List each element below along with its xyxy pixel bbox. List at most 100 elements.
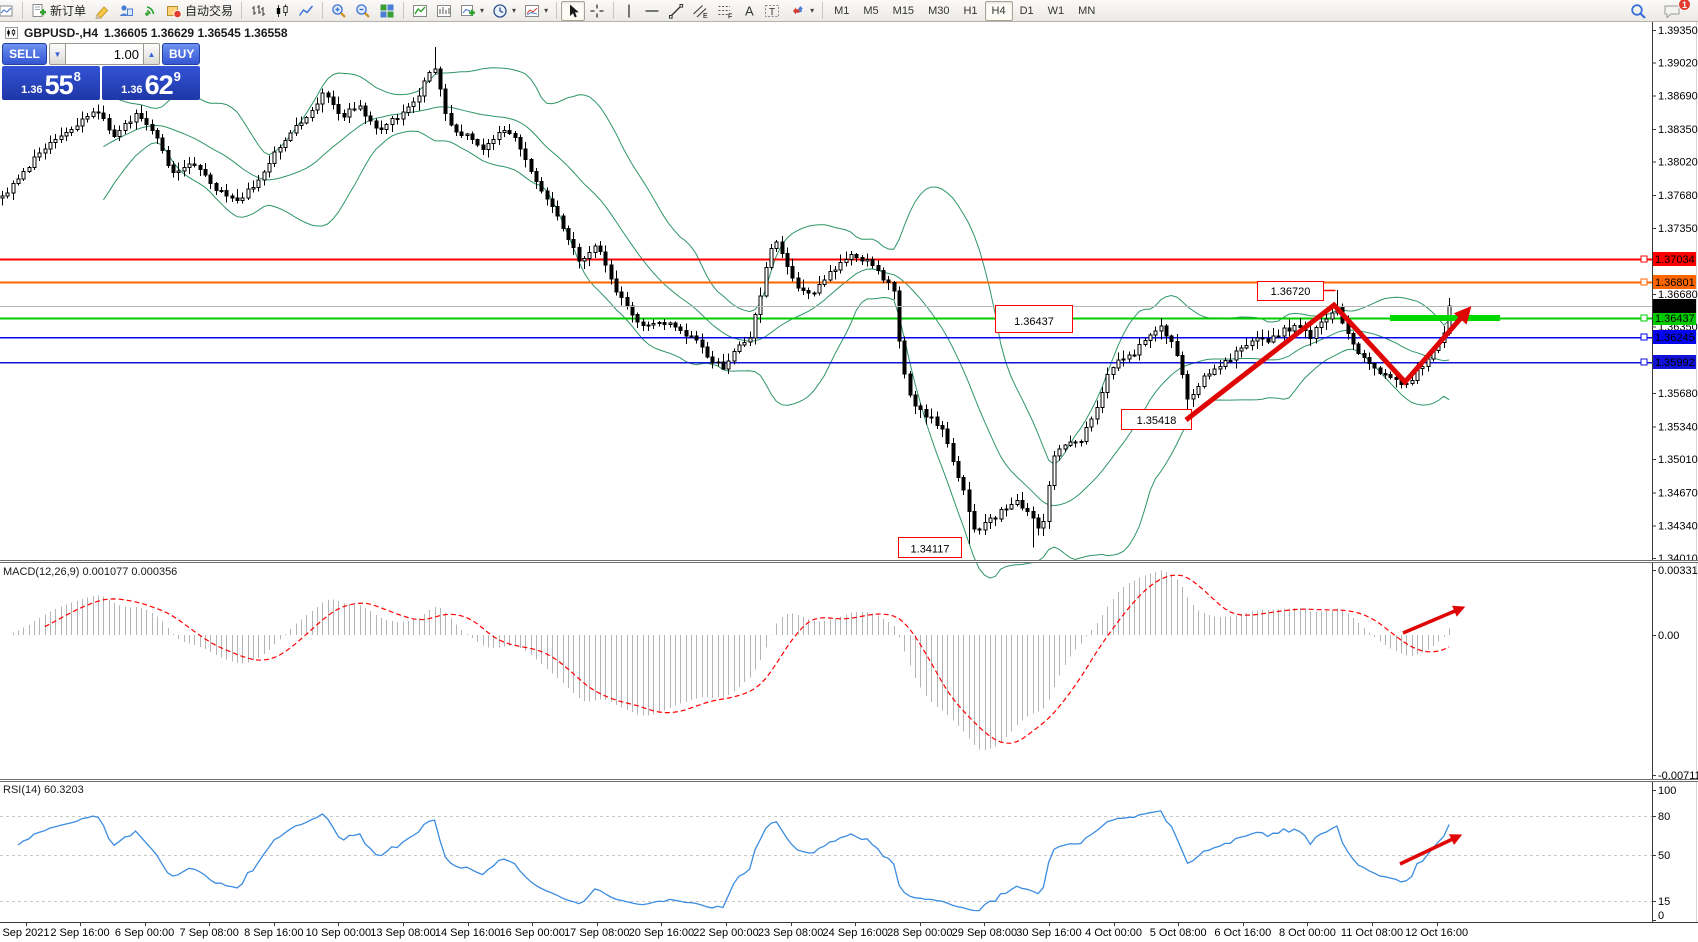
toolbar-separator [556, 2, 558, 19]
trendline-tool-button[interactable] [664, 1, 688, 21]
notification-badge: 1 [1678, 0, 1691, 11]
buy-button[interactable]: BUY [162, 43, 200, 65]
crosshair-tool-button[interactable] [585, 1, 609, 21]
highlighter-button[interactable] [90, 1, 114, 21]
channel-tool-button[interactable]: E [688, 1, 713, 21]
auto-trading-button[interactable]: 自动交易 [162, 1, 237, 21]
timeframe-w1-button[interactable]: W1 [1047, 4, 1065, 17]
buy-price-panel[interactable]: 1.36 62 9 [102, 66, 200, 100]
trend-arrows[interactable] [1184, 301, 1472, 866]
cursor-tool-button[interactable] [561, 0, 586, 21]
macd-panel-splitter[interactable] [0, 560, 1698, 563]
toolbar-separator [322, 2, 324, 19]
sell-price-panel[interactable]: 1.36 55 8 [2, 66, 100, 100]
bar-chart-mode-button[interactable] [246, 1, 270, 21]
price-annotations[interactable]: 1.36720 1.36437 1.35418 1.34117 [898, 281, 1336, 558]
timeframe-h1-button[interactable]: H1 [963, 4, 978, 17]
text-tool-button[interactable]: A [738, 1, 760, 21]
annotation-box[interactable] [995, 305, 1073, 333]
new-chart-button[interactable]: ▾ [456, 1, 488, 21]
rsi-panel-splitter[interactable] [0, 779, 1698, 782]
timeframe-mn-button[interactable]: MN [1078, 4, 1096, 17]
rsi-indicator-label: RSI(14) 60.3203 [3, 784, 84, 796]
rsi-axis[interactable]: 100 80 50 15 0 [1652, 785, 1676, 922]
notifications-button[interactable]: 1 [1659, 0, 1691, 21]
macd-trend-arrow[interactable] [1402, 605, 1466, 635]
hline-handle[interactable] [1640, 333, 1648, 341]
hline-handle[interactable] [1640, 255, 1648, 263]
triangle-up-icon: ▲ [147, 49, 156, 59]
signals-icon [145, 5, 155, 16]
price-tick: 1.35340 [1658, 422, 1698, 434]
hline-handle[interactable] [1640, 314, 1648, 322]
fibonacci-icon: F [718, 5, 732, 19]
green-trend-segment[interactable] [1390, 315, 1500, 321]
tile-windows-button[interactable] [375, 1, 399, 21]
price-tick: 1.35680 [1658, 388, 1698, 400]
community-button[interactable] [114, 1, 138, 21]
main-trend-arrow[interactable] [1184, 301, 1472, 422]
macd-values: 0.001077 0.000356 [82, 566, 178, 578]
search-button[interactable] [1626, 1, 1651, 21]
date-tick: 16 Sep 00:00 [499, 927, 564, 939]
date-tick: 4 Oct 00:00 [1085, 927, 1142, 939]
vertical-line-tool-button[interactable] [618, 1, 640, 21]
macd-name: MACD(12,26,9) [3, 566, 80, 578]
trend-segment[interactable] [1390, 315, 1500, 321]
templates-button[interactable]: ▾ [520, 1, 552, 21]
new-chart-icon [461, 4, 476, 16]
chart-objects-button[interactable] [432, 1, 456, 21]
time-axis[interactable]: Sep 2021 2 Sep 16:00 6 Sep 00:00 7 Sep 08:0… [0, 922, 1698, 939]
crosshair-icon [590, 4, 604, 17]
price-label: 1.36245 [1655, 332, 1695, 344]
timeframe-m15-button[interactable]: M15 [892, 4, 915, 17]
arrows-tool-button[interactable]: ▾ [785, 1, 818, 21]
text-label-tool-button[interactable]: T [760, 1, 785, 21]
rsi-tick: 100 [1658, 785, 1676, 797]
macd-tick: 0.003315 [1658, 565, 1698, 577]
zoom-out-button[interactable] [351, 1, 375, 21]
rsi-trend-arrow[interactable] [1399, 834, 1463, 866]
horizontal-line-tool-button[interactable] [640, 1, 664, 21]
timeframe-m5-button[interactable]: M5 [863, 4, 879, 17]
date-tick: 24 Sep 16:00 [822, 927, 887, 939]
signals-button[interactable] [138, 1, 162, 21]
chart-header: GBPUSD-,H4 1.36605 1.36629 1.36545 1.365… [5, 26, 288, 40]
new-order-button[interactable]: 新订单 [27, 1, 90, 21]
price-axis[interactable]: 1.39350 1.39020 1.38690 1.38350 1.38020 1.376… [1652, 22, 1698, 922]
fibonacci-tool-button[interactable]: F [713, 1, 738, 21]
timeframe-h4-button[interactable]: H4 [984, 0, 1013, 21]
timeframe-d1-button[interactable]: D1 [1019, 4, 1034, 17]
date-tick: 8 Oct 00:00 [1279, 927, 1336, 939]
price-label-box [1653, 311, 1696, 325]
date-tick: 29 Sep 08:00 [952, 927, 1017, 939]
svg-text:T: T [769, 7, 775, 18]
volume-increase-button[interactable]: ▲ [143, 43, 160, 65]
auto-trading-label: 自动交易 [185, 4, 234, 18]
annotation-box[interactable] [1121, 409, 1192, 430]
candlestick-mode-button[interactable] [270, 1, 294, 21]
new-order-icon [32, 3, 46, 17]
horizontal-line-objects[interactable] [0, 255, 1652, 366]
svg-text:E: E [703, 13, 708, 19]
zoom-out-icon [356, 3, 370, 18]
date-tick: 11 Oct 08:00 [1341, 927, 1403, 939]
date-tick: 10 Sep 00:00 [306, 927, 371, 939]
timeframe-m30-button[interactable]: M30 [928, 4, 950, 17]
indicators-button[interactable] [408, 1, 432, 21]
sell-button[interactable]: SELL [2, 43, 47, 65]
hline-handle[interactable] [1640, 358, 1648, 366]
chart-window-button[interactable] [0, 1, 18, 21]
chevron-down-icon: ▾ [810, 6, 815, 15]
zoom-in-button[interactable] [327, 1, 351, 21]
timeframe-m1-button[interactable]: M1 [834, 4, 850, 17]
annotation-box[interactable] [898, 537, 962, 558]
line-chart-mode-button[interactable] [294, 1, 318, 21]
volume-decrease-button[interactable]: ▼ [49, 43, 66, 65]
date-tick: 2 Sep 16:00 [50, 927, 109, 939]
date-tick: 17 Sep 08:00 [564, 927, 629, 939]
hline-handle[interactable] [1640, 278, 1648, 286]
date-tick: 14 Sep 16:00 [435, 927, 500, 939]
periods-button[interactable]: ▾ [488, 1, 520, 21]
volume-input[interactable] [66, 43, 143, 65]
